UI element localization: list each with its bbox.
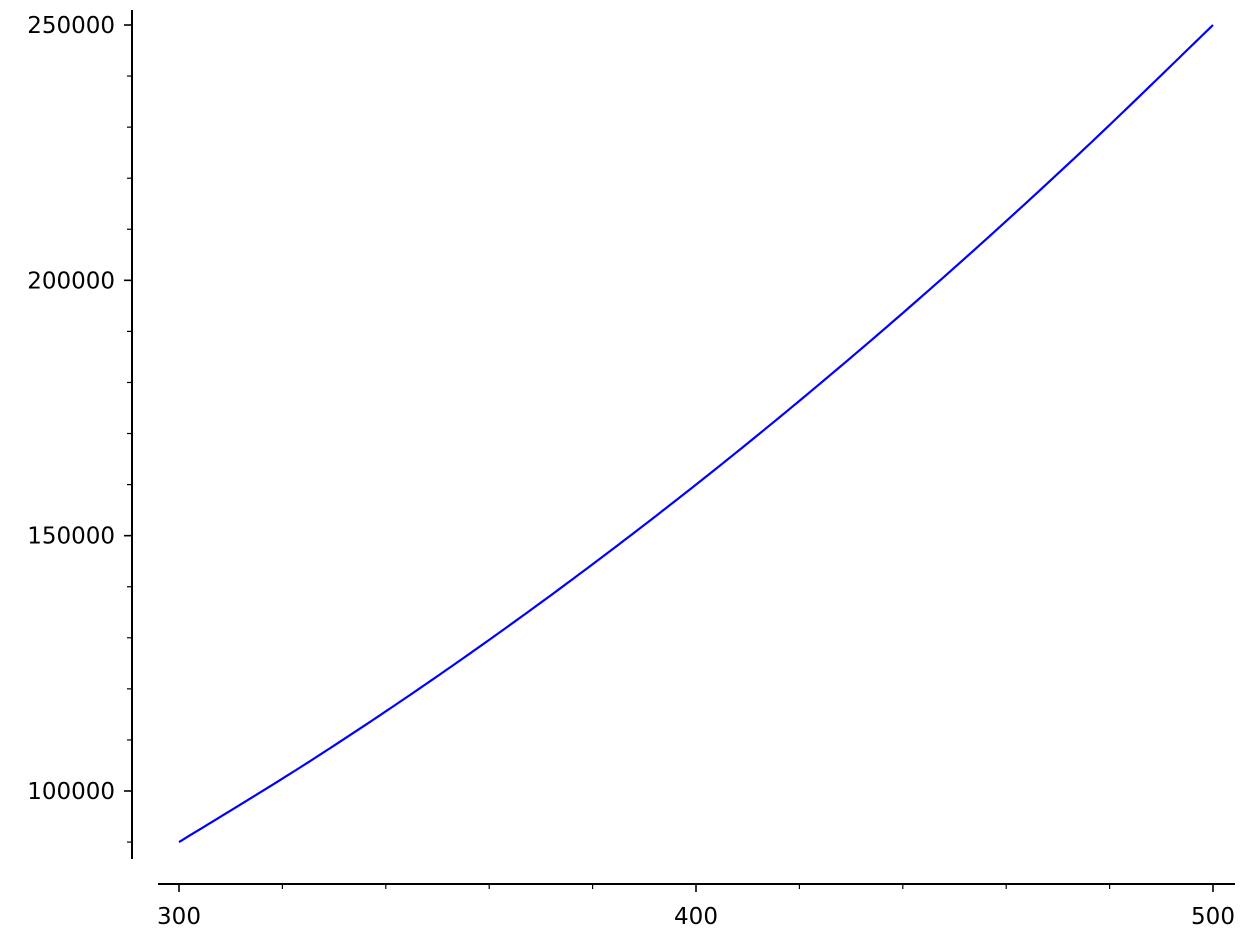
series-layer bbox=[178, 24, 1214, 844]
x-tick-label: 300 bbox=[157, 904, 201, 930]
y-axis-ticks: 100000 150000 200000 250000 bbox=[27, 13, 132, 843]
y-tick-label: 250000 bbox=[27, 13, 115, 39]
y-tick-label: 200000 bbox=[27, 268, 115, 294]
x-tick-label: 500 bbox=[1191, 904, 1235, 930]
y-tick-label: 150000 bbox=[27, 524, 115, 550]
x-tick-label: 400 bbox=[674, 904, 718, 930]
x-axis-ticks: 300 400 500 bbox=[157, 884, 1235, 930]
series-line bbox=[178, 24, 1214, 844]
y-tick-label: 100000 bbox=[27, 779, 115, 805]
